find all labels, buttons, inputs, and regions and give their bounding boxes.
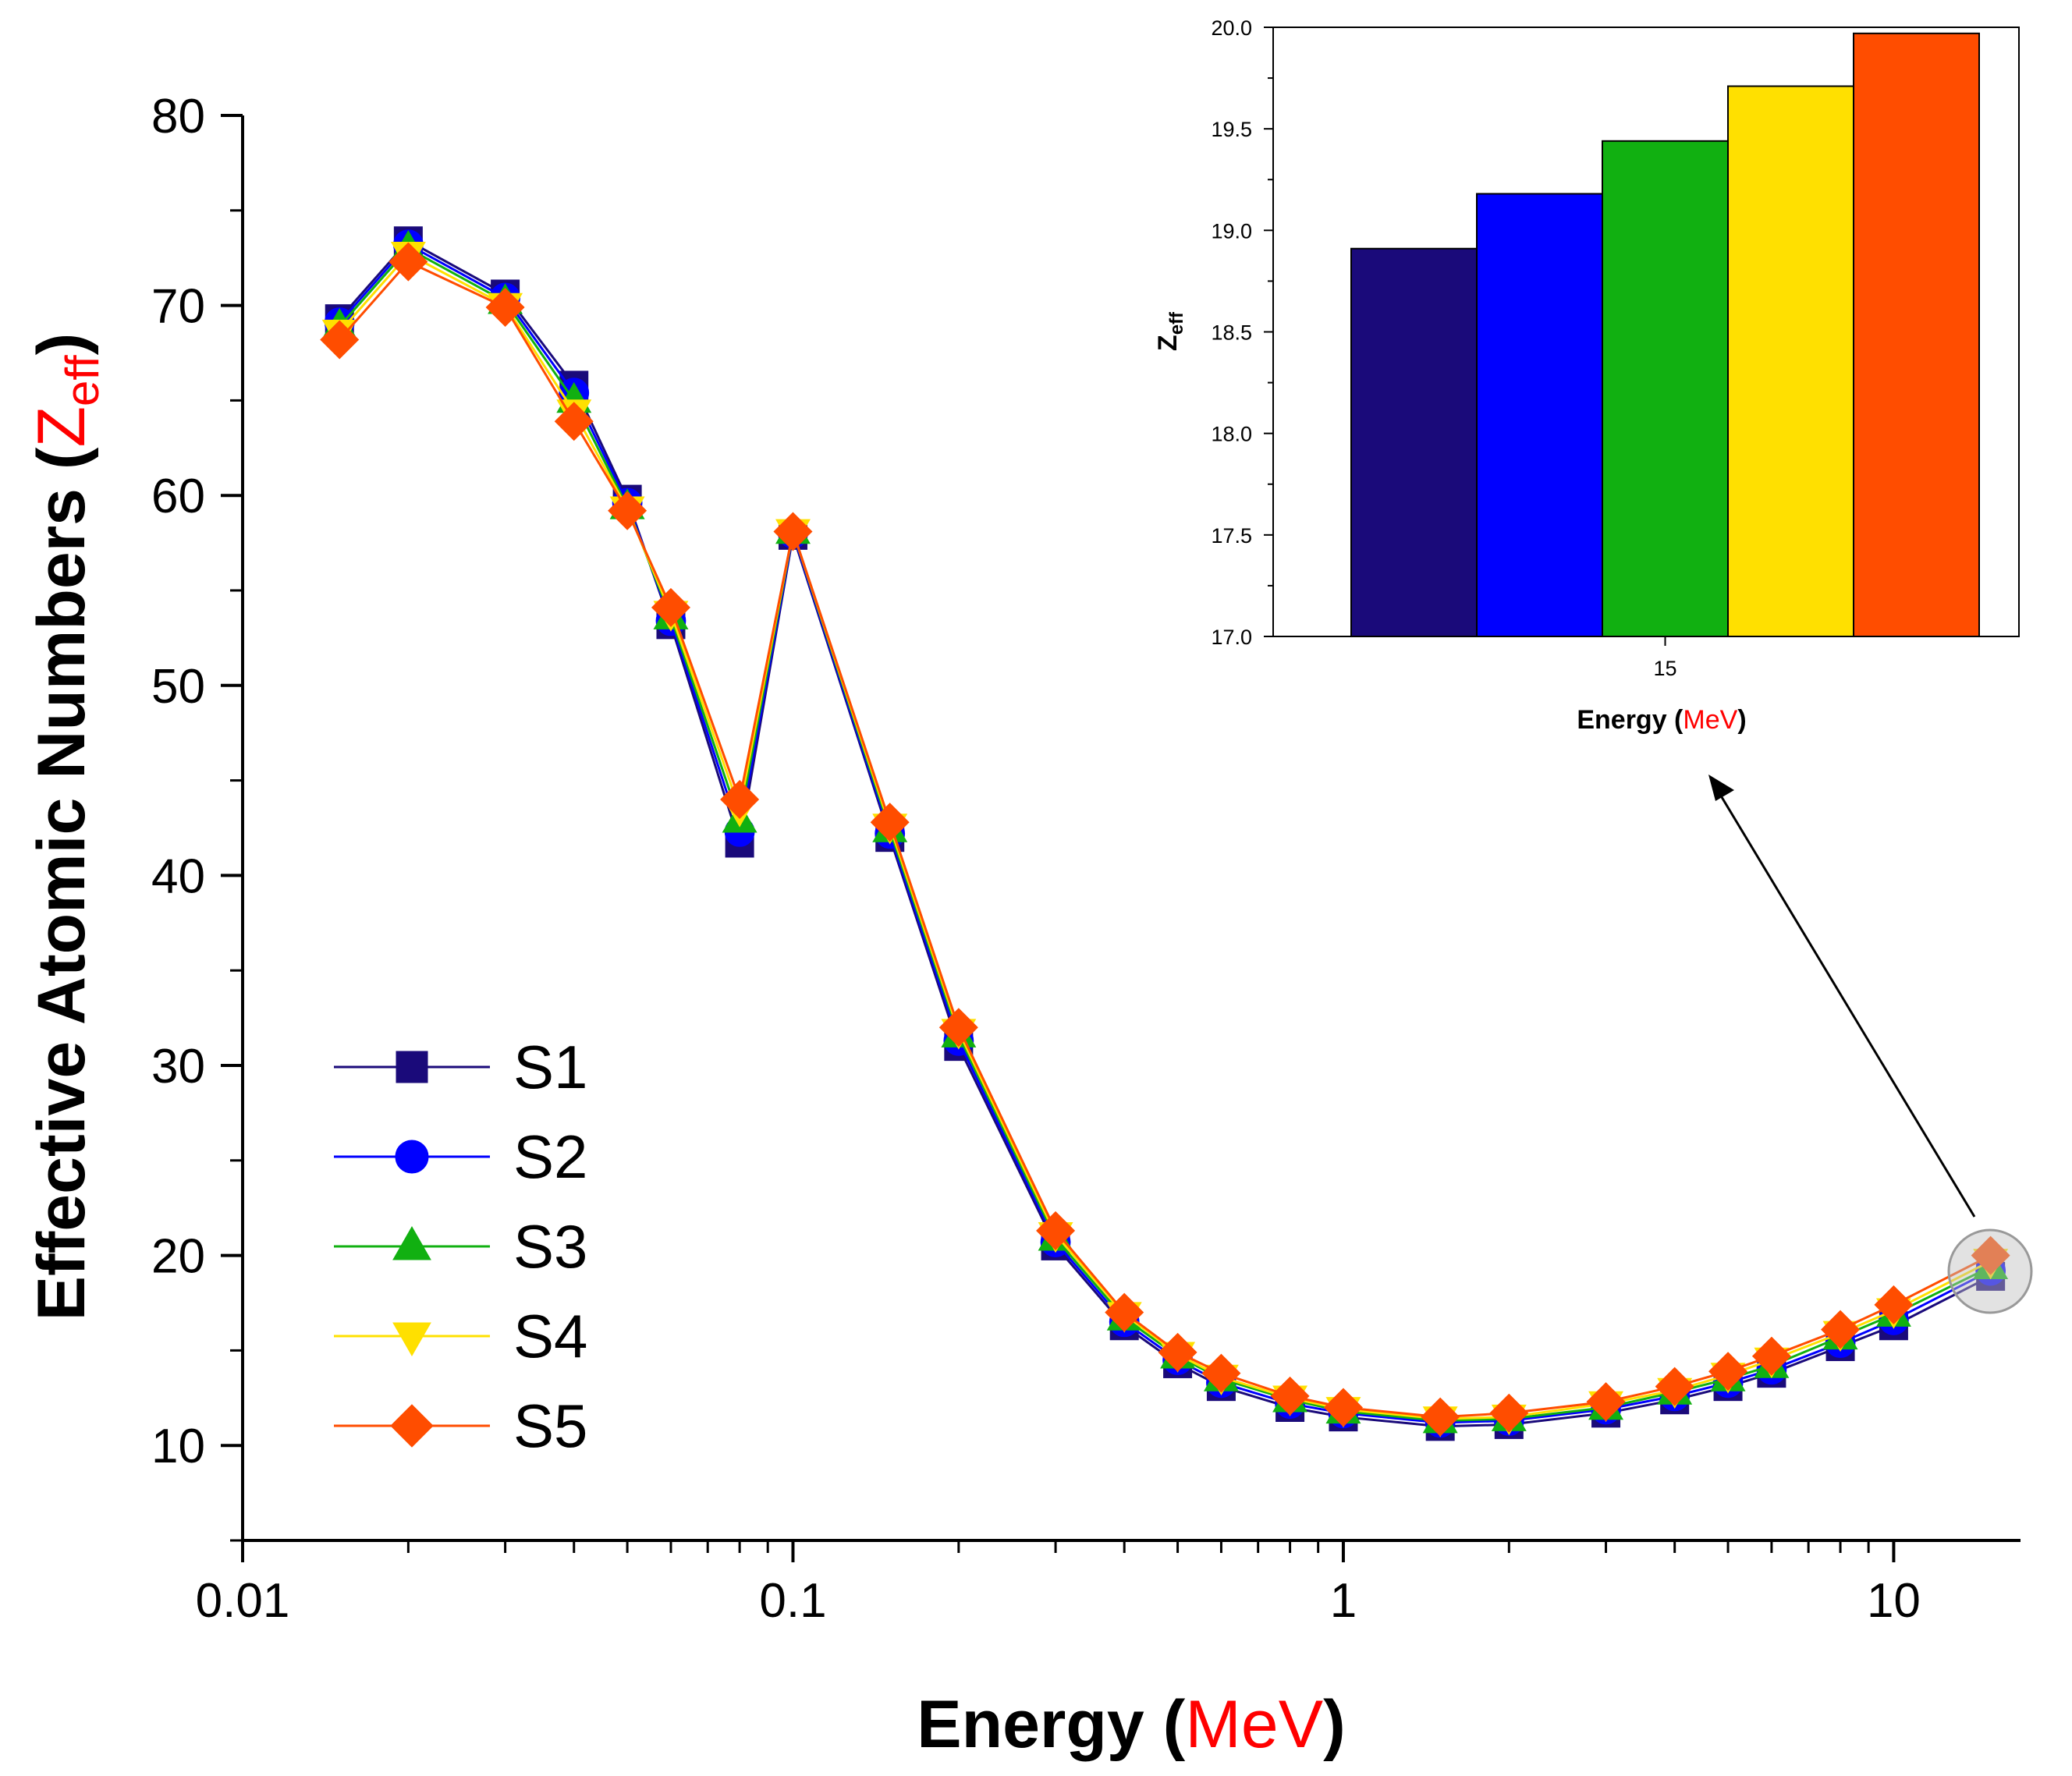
legend-item-S1: S1 [334,1033,587,1101]
data-point-S5 [1751,1336,1791,1376]
data-point-S5 [1655,1367,1694,1406]
legend-marker [392,1225,431,1260]
data-point-S5 [608,491,648,530]
data-point-S5 [1105,1292,1144,1332]
x-tick-label: 10 [1867,1574,1921,1628]
legend: S1 S2 S3 S4 S5 [334,1033,587,1460]
x-axis-title-suffix: ) [1323,1687,1346,1762]
data-point-S5 [1874,1285,1914,1324]
data-point-S5 [485,288,525,328]
data-point-S5 [1158,1332,1197,1372]
inset-y-axis-title-subscript: eff [1166,311,1187,335]
data-point-S5 [938,1008,978,1048]
inset-x-axis-title: Energy (MeV) [1577,705,1746,735]
x-axis-title-prefix: Energy ( [917,1687,1185,1762]
data-point-S5 [1971,1235,2010,1275]
y-tick-label: 30 [151,1040,205,1094]
inset-y-tick-label: 18.0 [1211,423,1252,446]
inset-bars [1350,32,1980,638]
callout-arrow-head [1708,775,1734,801]
y-axis-title-suffix: ) [24,333,99,356]
series-S5 [320,242,2010,1437]
main-axis-ticks: 10 20 30 40 50 60 70 80 0.01 0.1 1 10 [151,90,1921,1628]
data-point-S5 [1708,1352,1748,1391]
x-tick-label: 0.01 [196,1574,290,1628]
inset-x-axis-title-prefix: Energy ( [1577,705,1684,735]
data-point-S5 [1270,1376,1310,1416]
data-point-S5 [1821,1310,1861,1349]
y-tick-label: 20 [151,1230,205,1284]
data-point-S5 [1586,1382,1626,1422]
legend-marker [390,1404,434,1448]
inset-bar-S5 [1853,32,1980,638]
data-point-S5 [870,803,910,842]
x-axis-title: Energy (MeV) [917,1687,1346,1762]
inset-bar-S4 [1727,85,1854,638]
y-tick-label: 70 [151,280,205,334]
inset-y-tick-label: 17.5 [1211,524,1252,548]
legend-item-S3: S3 [334,1212,587,1281]
y-axis-title-symbol: Z [24,406,99,448]
y-axis-title-prefix: Effective Atomic Numbers ( [24,447,99,1320]
legend-label: S4 [513,1302,587,1370]
data-point-S5 [388,242,428,282]
inset-y-tick-label: 17.0 [1211,626,1252,649]
inset-y-tick-label: 18.5 [1211,321,1252,345]
inset-bar-S1 [1350,247,1478,637]
data-point-S5 [773,512,813,551]
legend-label: S2 [513,1122,587,1191]
data-point-S5 [320,320,360,360]
data-point-S5 [1489,1393,1529,1433]
legend-label: S3 [513,1212,587,1281]
inset-x-axis-title-suffix: ) [1737,705,1746,735]
inset-x-tick-label: 15 [1653,657,1676,680]
inset-bar-S3 [1602,140,1729,637]
y-axis-title-subscript: eff [56,355,108,406]
main-series [320,226,2010,1441]
legend-marker [395,1140,429,1174]
y-tick-label: 10 [151,1420,205,1473]
legend-item-S2: S2 [334,1122,587,1191]
legend-item-S5: S5 [334,1391,587,1460]
data-point-S5 [720,779,760,819]
data-point-S5 [1036,1211,1076,1250]
callout-arrow-line [1720,796,1976,1218]
inset-axis-ticks: 17.0 17.5 18.0 18.5 19.0 19.5 20.0 15 [1211,16,1676,680]
y-axis-title: Effective Atomic Numbers (Zeff) [24,333,108,1321]
inset-y-tick-label: 20.0 [1211,16,1252,40]
legend-marker [396,1051,428,1083]
data-point-S5 [1421,1397,1460,1437]
x-tick-label: 0.1 [759,1574,826,1628]
legend-label: S5 [513,1391,587,1460]
inset-y-tick-label: 19.0 [1211,219,1252,243]
x-tick-label: 1 [1330,1574,1357,1628]
y-tick-label: 80 [151,90,205,144]
y-tick-label: 50 [151,660,205,714]
highlight-circle [1947,1228,2033,1314]
y-tick-label: 60 [151,470,205,523]
data-point-S5 [651,587,690,627]
legend-marker [392,1322,431,1357]
y-tick-label: 40 [151,849,205,903]
data-point-S5 [1201,1353,1241,1393]
inset-y-axis-title-symbol: Z [1153,335,1183,351]
inset-y-axis-title: Zeff [1153,311,1187,351]
inset-x-axis-title-unit: MeV [1683,705,1737,735]
legend-item-S4: S4 [334,1302,587,1370]
inset-frame [1272,27,2020,637]
data-point-S5 [554,402,594,441]
inset-bar-S2 [1476,193,1603,637]
inset-y-tick-label: 19.5 [1211,118,1252,141]
data-point-S5 [1323,1388,1363,1427]
inset-plot: 17.0 17.5 18.0 18.5 19.0 19.5 20.0 15 Energy (M… [1153,16,2020,735]
x-axis-title-unit: MeV [1185,1687,1323,1762]
legend-label: S1 [513,1033,587,1101]
